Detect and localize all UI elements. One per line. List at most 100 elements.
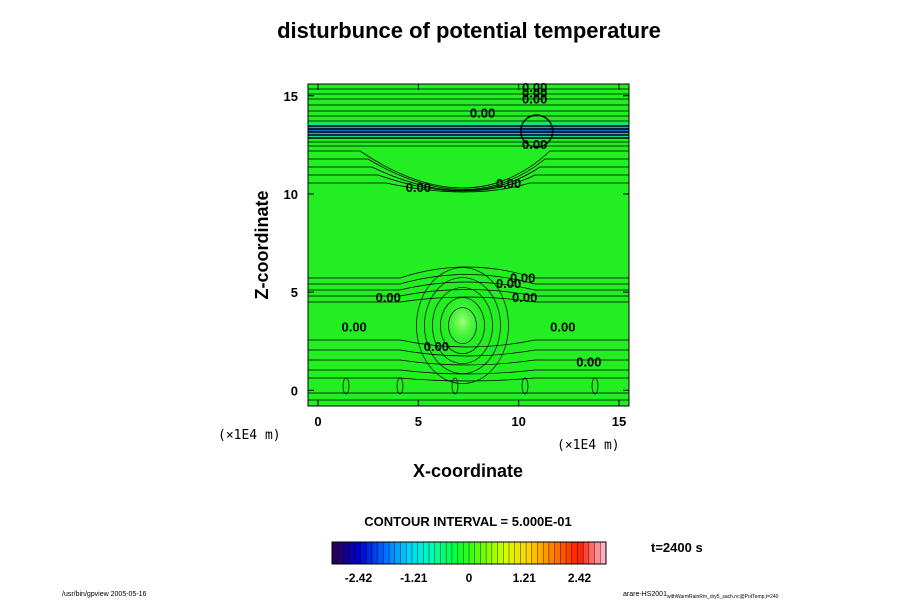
contour-label: 0.00 (406, 180, 431, 195)
contour-label: 0.00 (496, 276, 521, 291)
colorbar-cell (531, 542, 538, 564)
contour-line (308, 339, 629, 348)
colorbar-cell (411, 542, 418, 564)
colorbar-cell (503, 542, 510, 564)
colorbar-ticks: -2.42 -1.21 0 1.21 2.42 (345, 571, 592, 585)
contour-line (308, 266, 629, 279)
x-axis-label: X-coordinate (413, 461, 523, 481)
contour-label: 0.00 (470, 105, 495, 120)
colorbar-cell (389, 542, 396, 564)
colorbar-cell (508, 542, 515, 564)
bottom-contour (396, 377, 404, 395)
contour-line (308, 182, 629, 193)
contour-label: 0.00 (496, 176, 521, 191)
x-axis-ticks: 0 5 10 15 (314, 84, 626, 429)
contour-line (308, 150, 629, 189)
upper-clump-contour (520, 114, 554, 148)
plot-area: 0.000.000.000.000.000.00 0.000.000.000.00… (284, 80, 630, 429)
colorbar-cell (497, 542, 504, 564)
colorbar-cell (360, 542, 367, 564)
colorbar-cell (446, 542, 453, 564)
x-tick-label: 10 (511, 414, 525, 429)
colorbar-cell (543, 542, 550, 564)
contour-interval-label: CONTOUR INTERVAL = 5.000E-01 (364, 514, 571, 529)
colorbar-tick-label: -2.42 (345, 571, 373, 585)
contour-line (308, 377, 629, 382)
colorbar-cell (554, 542, 561, 564)
colorbar-cell (486, 542, 493, 564)
bubble-contour (432, 287, 493, 364)
colorbar-cell (583, 542, 590, 564)
y-tick-label: 5 (291, 285, 298, 300)
colorbar-cell (560, 542, 567, 564)
colorbar-cell (354, 542, 361, 564)
colorbar-cell (371, 542, 378, 564)
footer-right-main: arare-HS2001 (623, 591, 667, 598)
contour-line (308, 174, 629, 192)
contour-lines (308, 88, 629, 401)
contour-label: 0.00 (522, 137, 547, 152)
colorbar-cell (480, 542, 487, 564)
colorbar-tick-label: 1.21 (513, 571, 537, 585)
colorbar-cell (429, 542, 436, 564)
colorbar-cell (577, 542, 584, 564)
x-tick-label: 15 (612, 414, 626, 429)
x-tick-label: 5 (415, 414, 422, 429)
y-tick-label: 15 (284, 89, 298, 104)
contour-label: 0.00 (341, 319, 366, 334)
bottom-contour (521, 377, 529, 395)
colorbar-cell (514, 542, 521, 564)
bottom-contour (342, 377, 350, 395)
y-axis-label: Z-coordinate (252, 190, 272, 299)
contour-line (308, 349, 629, 357)
contour-label: 0.00 (512, 290, 537, 305)
colorbar-cell (588, 542, 595, 564)
bubble-contour (448, 307, 477, 344)
colorbar-cell (366, 542, 373, 564)
contour-line (308, 359, 629, 366)
colorbar-cell (417, 542, 424, 564)
colorbar-cell (566, 542, 573, 564)
colorbar-cell (594, 542, 601, 564)
contour-label: 0.00 (510, 270, 535, 285)
contour-line (308, 369, 629, 375)
colorbar-cell (406, 542, 413, 564)
bubble-contour (424, 277, 501, 374)
contour-label: 0.00 (522, 92, 547, 107)
colorbar-cell (434, 542, 441, 564)
colorbar-cell (394, 542, 401, 564)
contour-line (308, 296, 629, 303)
contour-label: 0.00 (550, 319, 575, 334)
negative-band (308, 121, 629, 139)
contour-line (308, 274, 629, 285)
bubble-contour (416, 267, 509, 384)
colorbar-cell (474, 542, 481, 564)
chart-title: disturbunce of potential temperature (277, 18, 661, 43)
colorbar-cell (332, 542, 339, 564)
colorbar-cell (377, 542, 384, 564)
time-label: t=2400 s (651, 540, 703, 555)
colorbar-cell (526, 542, 533, 564)
contour-line (308, 158, 629, 190)
contour-label: 0.00 (576, 355, 601, 370)
colorbar-cell (457, 542, 464, 564)
contour-label: 0.00 (424, 339, 449, 354)
colorbar-cell (548, 542, 555, 564)
colorbar-cell (463, 542, 470, 564)
footer-right-small: withWarmRainRm_dry5_sach.nc@PotTemp,t=24… (667, 594, 779, 600)
colorbar-cell (451, 542, 458, 564)
contour-line (308, 166, 629, 191)
colorbar-cell (337, 542, 344, 564)
colorbar-cell (349, 542, 356, 564)
colorbar-cell (537, 542, 544, 564)
colorbar-cell (400, 542, 407, 564)
contour-line (308, 281, 629, 291)
bottom-contour (451, 377, 459, 395)
y-axis-ticks: 0 5 10 15 (284, 89, 629, 398)
colorbar (331, 541, 607, 565)
x-tick-label: 0 (314, 414, 321, 429)
bottom-contour (591, 377, 599, 395)
colorbar-cell (571, 542, 578, 564)
colorbar-cell (469, 542, 476, 564)
